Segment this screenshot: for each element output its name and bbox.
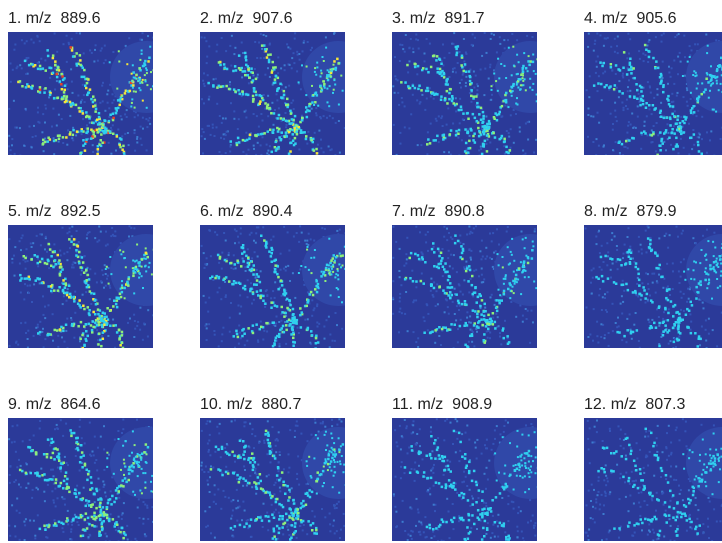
panel-label: 5. m/z 892.5 — [8, 203, 101, 221]
panel-label: 1. m/z 889.6 — [8, 10, 101, 28]
ion-image — [392, 418, 537, 541]
ion-image — [8, 225, 153, 348]
panel: 4. m/z 905.6 — [584, 0, 722, 170]
ion-image — [200, 418, 345, 541]
panel-label: 4. m/z 905.6 — [584, 10, 677, 28]
panel-label: 3. m/z 891.7 — [392, 10, 485, 28]
ion-image — [584, 225, 722, 348]
panel-label: 2. m/z 907.6 — [200, 10, 293, 28]
panel: 7. m/z 890.8 — [392, 193, 542, 363]
panel: 1. m/z 889.6 — [8, 0, 158, 170]
ion-image — [8, 418, 153, 541]
ion-image — [200, 32, 345, 155]
ion-image — [8, 32, 153, 155]
panel-label: 12. m/z 807.3 — [584, 396, 685, 414]
figure: 1. m/z 889.6 2. m/z 907.6 3. m/z 891.7 4. m… — [0, 0, 722, 543]
ion-image — [584, 32, 722, 155]
panel: 9. m/z 864.6 — [8, 386, 158, 543]
ion-image — [200, 225, 345, 348]
panel-label: 11. m/z 908.9 — [392, 396, 492, 414]
panel: 6. m/z 890.4 — [200, 193, 350, 363]
ion-image — [392, 225, 537, 348]
panel: 11. m/z 908.9 — [392, 386, 542, 543]
ion-image — [392, 32, 537, 155]
ion-image — [584, 418, 722, 541]
panel-label: 10. m/z 880.7 — [200, 396, 301, 414]
panel: 12. m/z 807.3 — [584, 386, 722, 543]
panel: 2. m/z 907.6 — [200, 0, 350, 170]
panel: 10. m/z 880.7 — [200, 386, 350, 543]
panel: 5. m/z 892.5 — [8, 193, 158, 363]
panel-label: 6. m/z 890.4 — [200, 203, 293, 221]
panel-label: 8. m/z 879.9 — [584, 203, 677, 221]
panel-label: 7. m/z 890.8 — [392, 203, 485, 221]
panel: 3. m/z 891.7 — [392, 0, 542, 170]
panel-label: 9. m/z 864.6 — [8, 396, 101, 414]
panel: 8. m/z 879.9 — [584, 193, 722, 363]
